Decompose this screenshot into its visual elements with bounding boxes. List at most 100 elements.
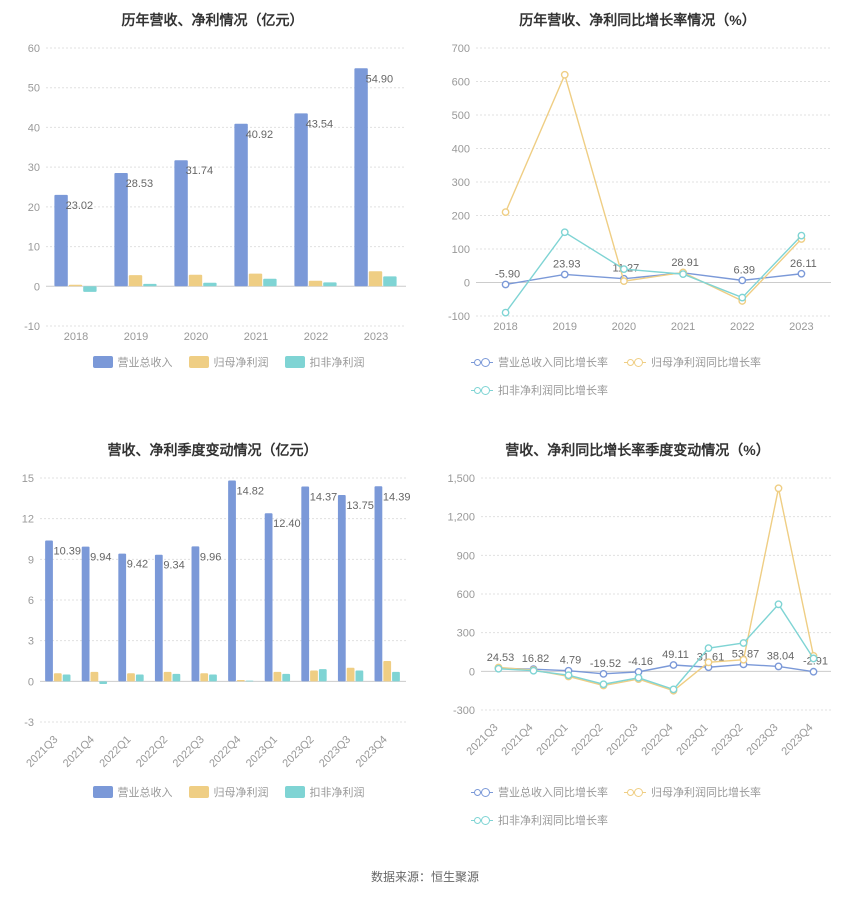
legend-item: 扣非净利润同比增长率 xyxy=(471,382,608,398)
legend-item: 归母净利润 xyxy=(189,354,269,370)
chart-title: 营收、净利同比增长率季度变动情况（%） xyxy=(431,440,844,460)
legend-label: 扣非净利润同比增长率 xyxy=(498,812,608,828)
svg-text:2023Q1: 2023Q1 xyxy=(674,722,710,758)
svg-text:50: 50 xyxy=(28,83,40,95)
svg-text:30: 30 xyxy=(28,162,40,174)
panel-quarterly-growth: 营收、净利同比增长率季度变动情况（%） -30003006009001,2001… xyxy=(425,430,850,860)
legend-item: 扣非净利润同比增长率 xyxy=(471,812,608,828)
svg-text:14.37: 14.37 xyxy=(310,492,338,504)
legend-line-icon xyxy=(471,362,493,363)
svg-text:2022: 2022 xyxy=(304,331,328,343)
svg-text:2019: 2019 xyxy=(553,321,577,333)
chart-canvas: -30369121510.392021Q39.942021Q49.422022Q… xyxy=(6,468,419,778)
legend-label: 归母净利润 xyxy=(214,354,269,370)
svg-text:0: 0 xyxy=(464,278,470,290)
svg-text:2022Q2: 2022Q2 xyxy=(569,722,605,758)
svg-text:2022Q1: 2022Q1 xyxy=(97,734,133,770)
svg-text:-3: -3 xyxy=(24,717,34,729)
svg-text:200: 200 xyxy=(452,211,470,223)
svg-text:13.75: 13.75 xyxy=(346,500,374,512)
svg-text:40.92: 40.92 xyxy=(246,129,274,141)
svg-text:2023Q4: 2023Q4 xyxy=(779,722,815,758)
chart-legend: 营业总收入同比增长率 归母净利润同比增长率扣非净利润同比增长率 xyxy=(431,348,844,402)
svg-text:2023: 2023 xyxy=(364,331,388,343)
svg-text:0: 0 xyxy=(28,676,34,688)
legend-swatch-icon xyxy=(189,786,209,798)
legend-swatch-icon xyxy=(285,786,305,798)
svg-text:0: 0 xyxy=(34,281,40,293)
legend-swatch-icon xyxy=(93,786,113,798)
legend-line-icon xyxy=(471,820,493,821)
svg-text:6.39: 6.39 xyxy=(734,264,755,276)
svg-text:40: 40 xyxy=(28,122,40,134)
svg-text:2023Q2: 2023Q2 xyxy=(280,734,316,770)
svg-text:3: 3 xyxy=(28,636,34,648)
chart-title: 历年营收、净利同比增长率情况（%） xyxy=(431,10,844,30)
svg-text:400: 400 xyxy=(452,144,470,156)
legend-item: 营业总收入同比增长率 xyxy=(471,784,608,800)
svg-text:-4.16: -4.16 xyxy=(628,656,653,668)
legend-swatch-icon xyxy=(285,356,305,368)
legend-label: 扣非净利润 xyxy=(310,354,365,370)
svg-text:500: 500 xyxy=(452,110,470,122)
svg-text:2019: 2019 xyxy=(124,331,148,343)
legend-label: 营业总收入同比增长率 xyxy=(498,354,608,370)
svg-text:14.82: 14.82 xyxy=(237,485,265,497)
svg-text:2022Q4: 2022Q4 xyxy=(207,734,243,770)
svg-text:600: 600 xyxy=(457,589,475,601)
svg-text:2021Q4: 2021Q4 xyxy=(499,722,535,758)
legend-swatch-icon xyxy=(93,356,113,368)
legend-item: 扣非净利润 xyxy=(285,784,365,800)
legend-swatch-icon xyxy=(189,356,209,368)
svg-text:2023Q4: 2023Q4 xyxy=(354,734,390,770)
svg-text:2022Q4: 2022Q4 xyxy=(639,722,675,758)
legend-label: 扣非净利润 xyxy=(310,784,365,800)
svg-text:2022Q3: 2022Q3 xyxy=(604,722,640,758)
legend-label: 归母净利润 xyxy=(214,784,269,800)
svg-text:2023Q3: 2023Q3 xyxy=(317,734,353,770)
legend-label: 归母净利润同比增长率 xyxy=(651,784,761,800)
svg-text:6: 6 xyxy=(28,595,34,607)
legend-item: 归母净利润 xyxy=(189,784,269,800)
chart-canvas: -1000100200300400500600700-5.9023.9311.2… xyxy=(431,38,844,348)
svg-text:2018: 2018 xyxy=(64,331,88,343)
svg-text:4.79: 4.79 xyxy=(560,655,581,667)
legend-item: 营业总收入 xyxy=(93,354,173,370)
svg-text:31.74: 31.74 xyxy=(186,165,214,177)
svg-text:2020: 2020 xyxy=(184,331,208,343)
svg-text:26.11: 26.11 xyxy=(790,258,817,270)
svg-text:9.96: 9.96 xyxy=(200,551,221,563)
svg-text:2022Q2: 2022Q2 xyxy=(134,734,170,770)
legend-line-icon xyxy=(471,792,493,793)
svg-text:-300: -300 xyxy=(453,705,475,717)
legend-label: 营业总收入 xyxy=(118,784,173,800)
legend-label: 归母净利润同比增长率 xyxy=(651,354,761,370)
svg-text:15: 15 xyxy=(22,473,34,485)
chart-legend: 营业总收入 归母净利润 扣非净利润 xyxy=(6,348,419,374)
legend-label: 营业总收入同比增长率 xyxy=(498,784,608,800)
svg-text:10.39: 10.39 xyxy=(54,545,82,557)
data-source-footer: 数据来源：恒生聚源 xyxy=(0,860,850,897)
legend-item: 营业总收入 xyxy=(93,784,173,800)
svg-text:-10: -10 xyxy=(24,321,40,333)
legend-line-icon xyxy=(471,390,493,391)
svg-text:28.91: 28.91 xyxy=(671,257,699,269)
panel-annual-growth: 历年营收、净利同比增长率情况（%） -100010020030040050060… xyxy=(425,0,850,430)
svg-text:300: 300 xyxy=(457,628,475,640)
svg-text:300: 300 xyxy=(452,177,470,189)
svg-text:600: 600 xyxy=(452,77,470,89)
panel-annual-revenue: 历年营收、净利情况（亿元） -10010203040506023.0220182… xyxy=(0,0,425,430)
svg-text:-100: -100 xyxy=(448,311,470,323)
svg-text:2022: 2022 xyxy=(730,321,754,333)
svg-text:54.90: 54.90 xyxy=(366,73,394,85)
svg-text:9.42: 9.42 xyxy=(127,559,148,571)
svg-text:16.82: 16.82 xyxy=(522,653,550,665)
svg-text:2021: 2021 xyxy=(244,331,268,343)
svg-text:2021Q3: 2021Q3 xyxy=(24,734,60,770)
chart-grid: 历年营收、净利情况（亿元） -10010203040506023.0220182… xyxy=(0,0,850,860)
svg-text:10: 10 xyxy=(28,242,40,254)
svg-text:1,200: 1,200 xyxy=(447,512,475,524)
svg-text:2021Q4: 2021Q4 xyxy=(61,734,97,770)
chart-canvas: -10010203040506023.02201828.53201931.742… xyxy=(6,38,419,348)
svg-text:9.94: 9.94 xyxy=(90,552,111,564)
